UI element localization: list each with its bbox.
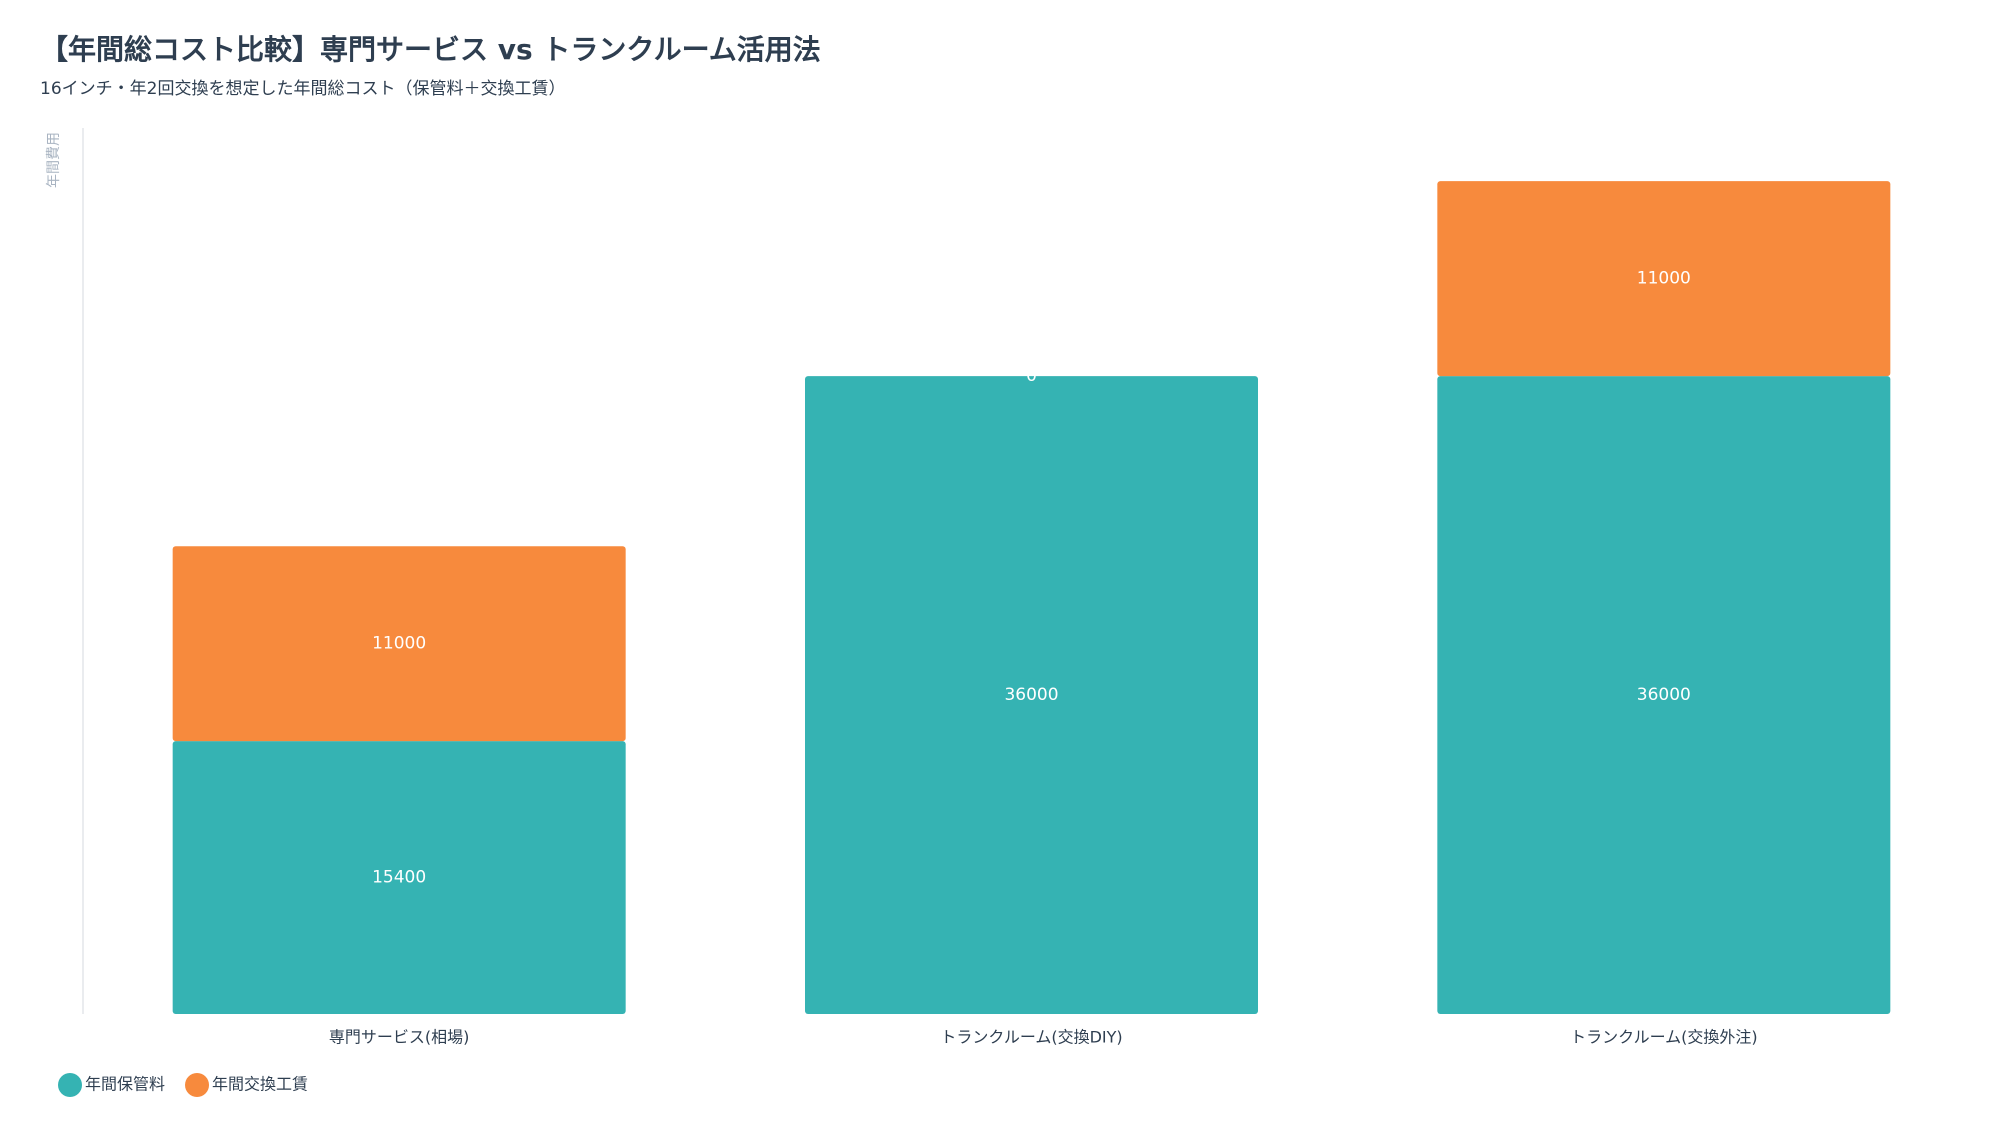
y-axis-label: 年間費用	[46, 132, 62, 188]
data-label: 36000	[1004, 685, 1058, 705]
legend-swatch	[58, 1073, 82, 1097]
bar-segment	[1437, 181, 1891, 377]
x-tick-label: トランクルーム(交換外注)	[1570, 1028, 1758, 1047]
bar-segment	[172, 546, 626, 742]
data-label: 11000	[372, 634, 426, 654]
legend-label: 年間保管料	[85, 1075, 165, 1094]
data-label: 15400	[372, 868, 426, 888]
data-label: 36000	[1637, 685, 1691, 705]
bar-segment	[172, 741, 626, 1014]
bar-segment	[805, 376, 1258, 1015]
bar-segment	[1437, 376, 1891, 1015]
data-label: 11000	[1637, 269, 1691, 289]
legend-swatch	[185, 1073, 210, 1097]
x-tick-label: 専門サービス(相場)	[329, 1028, 470, 1047]
x-tick-label: トランクルーム(交換DIY)	[940, 1028, 1122, 1047]
data-label: 0	[1026, 366, 1037, 386]
legend-label: 年間交換工賃	[212, 1075, 308, 1094]
chart-title: 【年間総コスト比較】専門サービス vs トランクルーム活用法	[40, 33, 821, 66]
chart-subtitle: 16インチ・年2回交換を想定した年間総コスト（保管料＋交換工賃）	[40, 79, 565, 99]
